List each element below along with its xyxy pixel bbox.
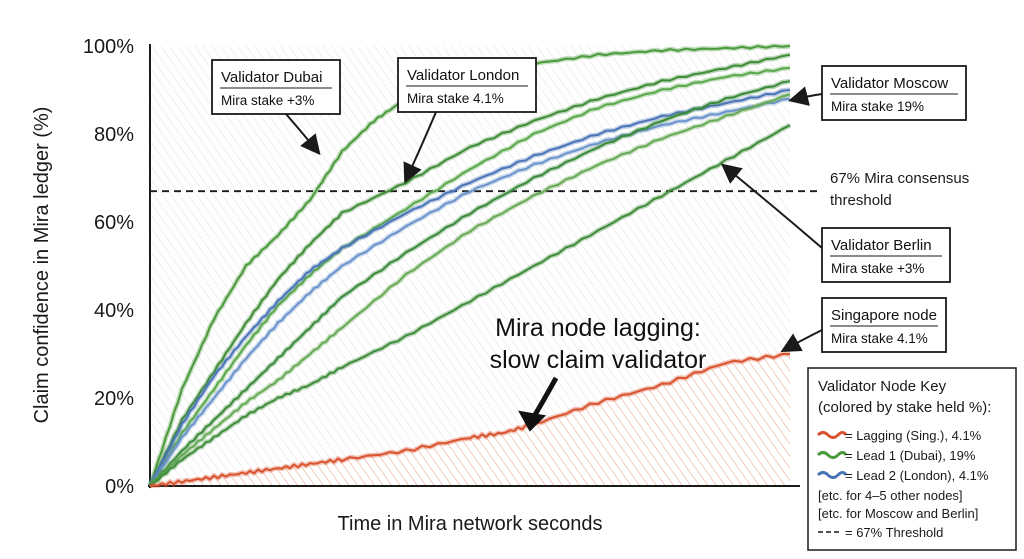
x-axis-title: Time in Mira network seconds: [338, 513, 603, 535]
legend-swatch: [816, 471, 848, 479]
svg-text:Mira stake +3%: Mira stake +3%: [831, 261, 924, 276]
y-tick-labels: 0% 20% 40% 60% 80% 100%: [83, 36, 134, 498]
series-line-blue-2: [149, 97, 791, 487]
svg-text:slow claim validator: slow claim validator: [490, 346, 707, 374]
svg-text:(colored by stake held %):: (colored by stake held %):: [818, 399, 991, 416]
svg-text:Singapore node: Singapore node: [831, 307, 937, 324]
threshold-label-line2: threshold: [830, 192, 892, 209]
series-line-green-5: [149, 93, 791, 487]
series-layer: [147, 43, 792, 489]
svg-text:Mira stake 19%: Mira stake 19%: [831, 99, 924, 114]
callout-singapore: Singapore node Mira stake 4.1%: [780, 297, 947, 353]
lagging-area-fill: [150, 354, 790, 486]
y-tick-label: 80%: [94, 124, 134, 146]
svg-text:Validator Berlin: Validator Berlin: [831, 237, 932, 254]
legend-entry-label: = Lagging (Sing.), 4.1%: [845, 428, 982, 443]
series-line-lead-green-3: [149, 67, 791, 487]
svg-text:Validator London: Validator London: [407, 67, 519, 84]
series-line-dubai: [149, 44, 791, 487]
y-tick-label: 20%: [94, 388, 134, 410]
y-tick-label: 40%: [94, 300, 134, 322]
svg-text:Mira stake 4.1%: Mira stake 4.1%: [407, 91, 504, 106]
svg-text:Validator Moscow: Validator Moscow: [831, 75, 948, 92]
svg-text:[etc. for Moscow and Berlin]: [etc. for Moscow and Berlin]: [818, 506, 978, 521]
series-line-berlin: [149, 124, 791, 487]
series-line-lead-green-2: [149, 53, 791, 487]
series-line-singapore: [149, 353, 790, 487]
y-tick-label: 100%: [83, 36, 134, 58]
callout-dubai: Validator Dubai Mira stake +3%: [211, 59, 341, 156]
legend: Validator Node Key (colored by stake hel…: [807, 367, 1017, 551]
legend-swatch: [816, 451, 848, 459]
series-line-london: [149, 89, 791, 487]
svg-text:= 67% Threshold: = 67% Threshold: [845, 525, 943, 540]
legend-swatch: [816, 431, 848, 439]
callout-london: Validator London Mira stake 4.1%: [397, 57, 537, 184]
legend-entry-label: = Lead 1 (Dubai), 19%: [845, 448, 976, 463]
threshold-label-line1: 67% Mira consensus: [830, 170, 969, 187]
svg-text:Mira stake 4.1%: Mira stake 4.1%: [831, 331, 928, 346]
callout-moscow: Validator Moscow Mira stake 19%: [788, 65, 967, 121]
svg-text:[etc. for 4–5 other nodes]: [etc. for 4–5 other nodes]: [818, 488, 963, 503]
callout-berlin: Validator Berlin Mira stake +3%: [720, 163, 951, 283]
svg-text:Mira stake +3%: Mira stake +3%: [221, 93, 314, 108]
svg-text:Mira node lagging:: Mira node lagging:: [495, 314, 701, 342]
y-tick-label: 0%: [105, 476, 134, 498]
lagging-annotation: Mira node lagging: slow claim validator: [490, 314, 707, 432]
svg-text:Validator Dubai: Validator Dubai: [221, 69, 322, 86]
svg-text:Validator Node Key: Validator Node Key: [818, 378, 947, 395]
legend-entry-label: = Lead 2 (London), 4.1%: [845, 468, 989, 483]
y-tick-label: 60%: [94, 212, 134, 234]
series-line-moscow: [149, 80, 791, 487]
y-axis-title: Claim confidence in Mira ledger (%): [31, 107, 53, 424]
